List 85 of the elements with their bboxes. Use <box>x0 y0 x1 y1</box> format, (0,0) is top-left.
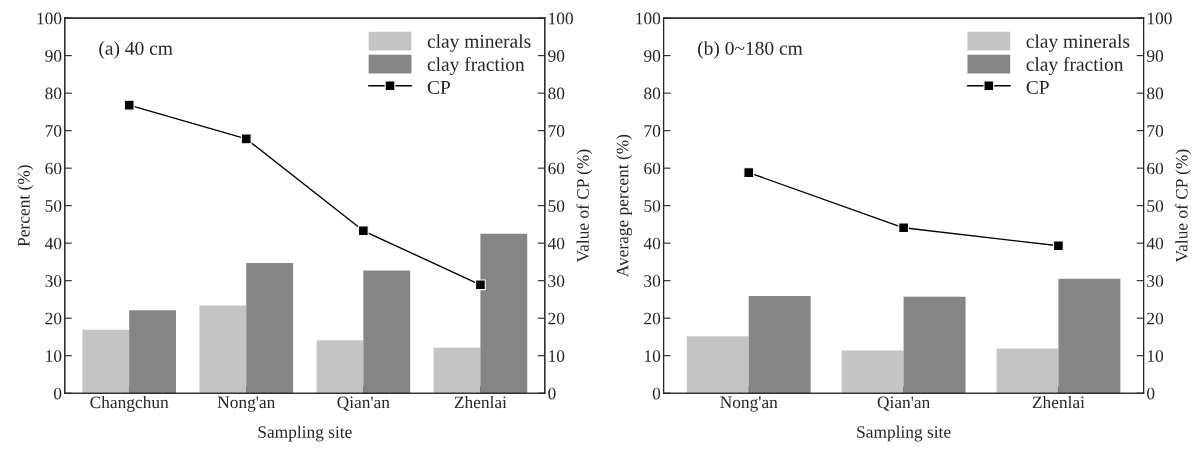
y2-tick-label: 100 <box>549 12 573 25</box>
y2-tick-label: 60 <box>548 162 565 175</box>
y-tick-label: 80 <box>644 87 661 100</box>
y-tick-label: 70 <box>45 125 62 137</box>
y-axis-title: Percent (%) <box>17 165 34 247</box>
annotation: (a) 40 cm <box>99 41 173 59</box>
y-tick-label: 70 <box>644 125 661 137</box>
y-tick-label: 60 <box>644 162 661 175</box>
x-axis-title: Sampling site <box>857 425 951 442</box>
y2-tick-label: 90 <box>1146 50 1164 62</box>
legend-label: CP <box>427 80 450 94</box>
bar <box>246 263 294 394</box>
y2-tick-label: 20 <box>1147 312 1164 325</box>
bar <box>996 348 1059 394</box>
y2-tick-label: 40 <box>547 237 565 250</box>
y2-tick-label: 30 <box>1147 275 1164 287</box>
y-tick-label: 90 <box>644 50 661 62</box>
y-tick-label: 40 <box>45 237 62 250</box>
legend-label: clay minerals <box>1026 34 1130 52</box>
legend-label: clay fraction <box>427 57 525 75</box>
bar <box>903 296 966 394</box>
y-tick-label: 60 <box>45 162 62 175</box>
y2-tick-label: 0 <box>548 387 556 400</box>
y-tick-label: 80 <box>45 87 62 100</box>
point <box>474 279 486 291</box>
y2-tick-label: 80 <box>1147 87 1164 100</box>
x-tick-label: Nong'an <box>217 396 276 412</box>
point <box>1053 240 1064 252</box>
y-tick-label: 30 <box>644 275 661 287</box>
y-tick-label: 100 <box>37 12 62 25</box>
annotation: (b) 0~180 cm <box>698 41 803 59</box>
y-tick-label: 10 <box>644 350 661 362</box>
y-tick-label: 50 <box>644 200 661 212</box>
x-tick-label: Zhenlai <box>454 395 507 409</box>
legend-label: CP <box>1026 80 1049 94</box>
y2-tick-label: 80 <box>548 87 565 100</box>
bar <box>316 340 364 394</box>
x-tick-label: Changchun <box>90 395 169 412</box>
y2-tick-label: 70 <box>548 125 565 137</box>
bar <box>363 270 411 394</box>
y2-tick-label: 40 <box>1146 237 1164 250</box>
y-tick-label: 0 <box>652 387 661 400</box>
point <box>357 225 369 237</box>
x-tick-label: Zhenlai <box>1032 395 1085 409</box>
y2-axis-title: Value of CP (%) <box>576 149 593 263</box>
y-tick-label: 90 <box>45 50 62 62</box>
x-tick-label: Qian'an <box>877 396 930 411</box>
y2-tick-label: 90 <box>548 50 565 62</box>
bar <box>480 233 528 394</box>
y2-tick-label: 20 <box>548 312 565 325</box>
y2-tick-label: 50 <box>1147 200 1164 212</box>
y2-tick-label: 60 <box>1147 162 1164 175</box>
bar <box>82 329 130 394</box>
bar <box>129 310 177 394</box>
y-tick-label: 100 <box>636 12 661 25</box>
x-tick-label: Qian'an <box>337 396 390 411</box>
bar <box>433 347 481 394</box>
bar <box>686 336 749 394</box>
y2-tick-label: 30 <box>548 275 565 287</box>
y-tick-label: 10 <box>46 350 62 362</box>
y2-tick-label: 10 <box>1147 350 1164 362</box>
x-axis-title: Sampling site <box>258 425 352 442</box>
bar <box>199 305 247 394</box>
y2-tick-label: 100 <box>1147 12 1172 25</box>
bar <box>841 350 904 394</box>
y-tick-label: 40 <box>643 237 661 250</box>
point <box>123 99 135 111</box>
y2-tick-label: 70 <box>1147 125 1164 137</box>
x-tick-label: Nong'an <box>720 396 778 412</box>
y2-tick-label: 10 <box>549 350 565 362</box>
y2-tick-label: 0 <box>1147 387 1155 400</box>
bar <box>748 296 811 394</box>
y-tick-label: 20 <box>644 312 661 325</box>
y-tick-label: 0 <box>54 387 62 400</box>
bar <box>1058 278 1121 394</box>
y2-tick-label: 50 <box>548 200 565 212</box>
legend-label: clay minerals <box>427 34 531 52</box>
legend-label: clay fraction <box>1026 57 1124 75</box>
y-tick-label: 50 <box>45 200 62 212</box>
y-axis-title: Average percent (%) <box>616 134 632 278</box>
y-tick-label: 20 <box>45 312 62 325</box>
point <box>898 222 910 234</box>
y-tick-label: 30 <box>45 275 62 287</box>
point <box>240 133 252 145</box>
y2-axis-title: Value of CP (%) <box>1175 149 1192 263</box>
